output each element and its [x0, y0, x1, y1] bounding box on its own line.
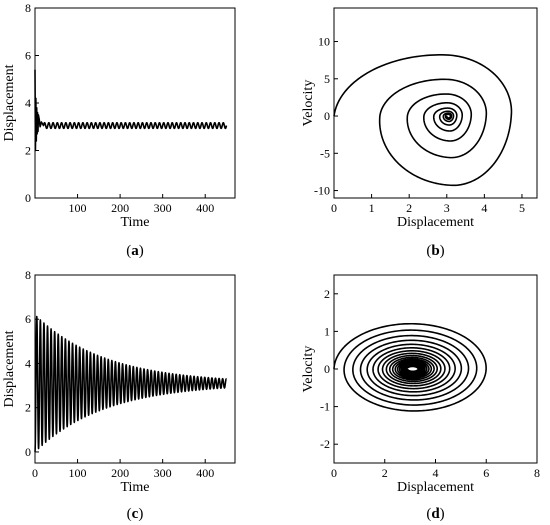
x-tick-label: 200 — [111, 466, 129, 480]
x-tick-label: 3 — [444, 201, 450, 215]
panel-a-chart: 100 200 300 400 0 2 4 6 8 Time Displacement (a) — [2, 1, 236, 259]
x-tick-label: 0 — [32, 466, 38, 480]
x-tick-label: 200 — [111, 201, 129, 215]
y-axis-label: Velocity — [301, 346, 316, 393]
x-tick-label: 0 — [331, 466, 337, 480]
y-tick-label: 6 — [25, 49, 31, 63]
x-tick-label: 0 — [331, 201, 337, 215]
y-tick-label: 5 — [324, 72, 330, 86]
y-tick-label: 2 — [25, 401, 31, 415]
plot-frame — [34, 7, 236, 199]
panel-label: (d) — [426, 506, 444, 522]
series-line — [34, 315, 228, 452]
y-axis-label: Displacement — [2, 64, 17, 141]
panel-label: (b) — [426, 243, 444, 259]
x-tick-label: 400 — [196, 466, 214, 480]
y-tick-label: 2 — [324, 287, 330, 301]
y-tick-label: 2 — [25, 144, 31, 158]
y-tick-label: 1 — [324, 324, 330, 338]
x-tick-label: 400 — [196, 201, 214, 215]
y-tick-label: 4 — [25, 356, 31, 370]
plot-frame — [333, 7, 538, 199]
y-tick-label: 0 — [324, 109, 330, 123]
series-line — [333, 54, 513, 187]
x-tick-label: 2 — [382, 466, 388, 480]
y-tick-label: 6 — [25, 312, 31, 326]
x-axis-label: Time — [120, 215, 149, 230]
x-tick-label: 4 — [481, 201, 487, 215]
x-tick-label: 300 — [154, 201, 172, 215]
y-tick-label: 0 — [25, 445, 31, 459]
series-line — [333, 322, 487, 412]
series-line — [34, 69, 228, 152]
panel-d-chart: 0 2 4 6 8 -2 -1 0 1 2 Displacement Velocity (d) — [301, 274, 540, 522]
y-tick-label: -2 — [320, 437, 330, 451]
plot-frame — [333, 274, 538, 464]
y-tick-label: 8 — [25, 268, 31, 282]
y-tick-label: 8 — [25, 1, 31, 15]
x-tick-label: 300 — [154, 466, 172, 480]
y-tick-label: -10 — [314, 184, 330, 198]
panel-c-chart: 0 100 200 300 400 0 2 4 6 8 Time Displacement (c) — [2, 268, 236, 522]
panel-b-chart: 0 1 2 3 4 5 -10 -5 0 5 10 Displacement Velocity (b) — [301, 7, 538, 259]
x-tick-label: 100 — [69, 201, 87, 215]
y-tick-label: 0 — [324, 362, 330, 376]
x-tick-label: 1 — [369, 201, 375, 215]
x-axis-label: Displacement — [397, 215, 474, 230]
y-tick-label: 0 — [25, 191, 31, 205]
y-tick-label: -5 — [320, 146, 330, 160]
panel-label: (a) — [126, 243, 144, 259]
x-tick-label: 5 — [519, 201, 525, 215]
plot-frame — [34, 274, 236, 464]
x-tick-label: 100 — [69, 466, 87, 480]
x-tick-label: 8 — [534, 466, 540, 480]
x-tick-label: 4 — [433, 466, 439, 480]
panel-label: (c) — [127, 506, 144, 522]
y-tick-label: 4 — [25, 96, 31, 110]
y-axis-label: Velocity — [301, 80, 316, 127]
x-axis-label: Time — [120, 480, 149, 495]
x-tick-label: 2 — [406, 201, 412, 215]
y-axis-label: Displacement — [2, 330, 17, 407]
x-tick-label: 6 — [483, 466, 489, 480]
x-axis-label: Displacement — [397, 480, 474, 495]
y-tick-label: -1 — [320, 400, 330, 414]
y-tick-label: 10 — [318, 35, 330, 49]
